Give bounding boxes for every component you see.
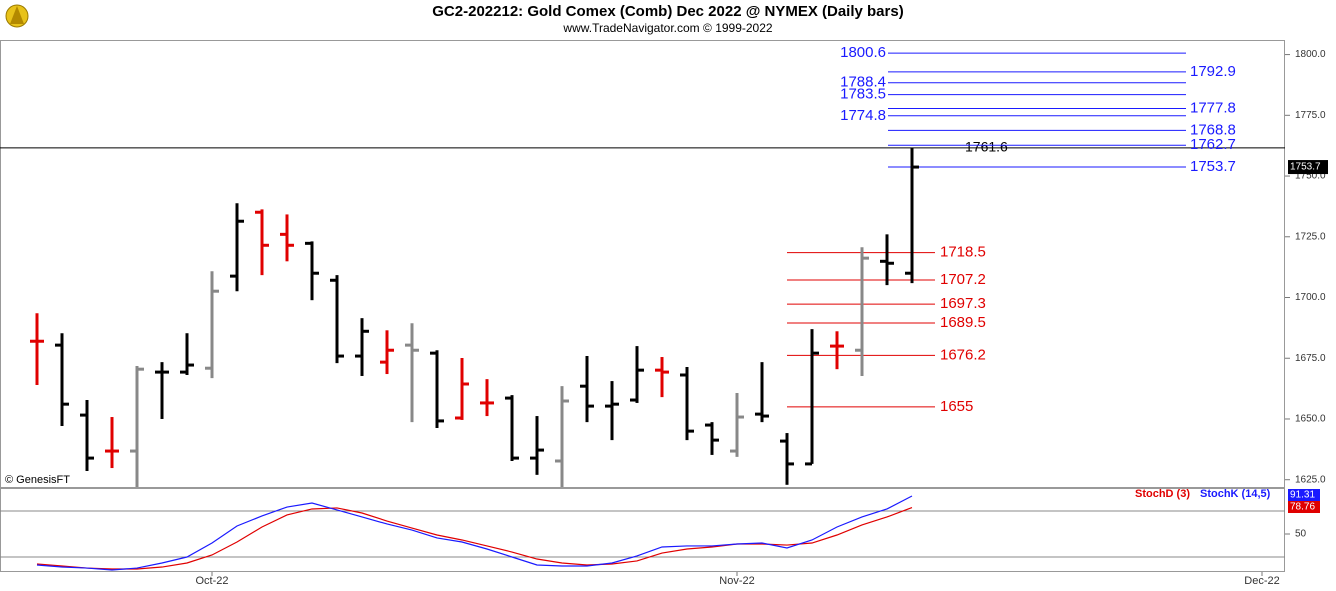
y-tick-label: 1750.0 [1295,171,1326,182]
lower-level-label: 1676.2 [940,346,986,363]
upper-level-label: 1774.8 [840,107,886,124]
y-tick-label: 1725.0 [1295,231,1326,242]
x-tick-label: Oct-22 [195,575,228,587]
indicator-line [36,495,913,571]
y-tick-label: 1650.0 [1295,414,1326,425]
lower-level-label: 1689.5 [940,314,986,331]
last-price-label: 1753.7 [1290,162,1321,173]
upper-level-label: 1800.6 [840,44,886,61]
y-tick-label: 1625.0 [1295,474,1326,485]
chart-subtitle: www.TradeNavigator.com © 1999-2022 [562,21,772,35]
indicator-panel-frame [0,488,1285,572]
price-panel-frame [0,40,1285,488]
upper-level-label: 1792.9 [1190,63,1236,80]
lower-level-label: 1707.2 [940,271,986,288]
indicator-last-box [1288,489,1320,501]
y-tick-label: 1775.0 [1295,110,1326,121]
y-tick-label: 1700.0 [1295,292,1326,303]
legend-entry: StochK (14,5) [1200,488,1271,500]
upper-level-label: 1753.7 [1190,158,1236,175]
chart-title: GC2-202212: Gold Comex (Comb) Dec 2022 @… [432,3,903,20]
high-line-label: 1761.6 [965,139,1008,155]
y-tick-label: 1800.0 [1295,49,1326,60]
lower-level-label: 1697.3 [940,295,986,312]
indicator-last-box [1288,501,1320,513]
x-tick-label: Dec-22 [1244,575,1279,587]
legend-entry: StochD (3) [1135,488,1190,500]
indicator-tick-label: 50 [1295,529,1307,540]
logo [5,4,29,28]
last-price-box [1288,160,1328,175]
y-tick-label: 1675.0 [1295,353,1326,364]
upper-level-label: 1768.8 [1190,121,1236,138]
lower-level-label: 1718.5 [940,244,986,261]
upper-level-label: 1777.8 [1190,99,1236,116]
lower-level-label: 1655 [940,398,973,415]
upper-level-label: 1788.4 [840,74,886,91]
upper-level-label: 1762.7 [1190,136,1236,153]
x-tick-label: Nov-22 [719,575,754,587]
credit: © GenesisFT [5,474,70,486]
upper-level-label: 1783.5 [840,86,886,103]
indicator-last-label: 78.76 [1290,502,1315,513]
indicator-last-label: 91.31 [1290,490,1315,501]
